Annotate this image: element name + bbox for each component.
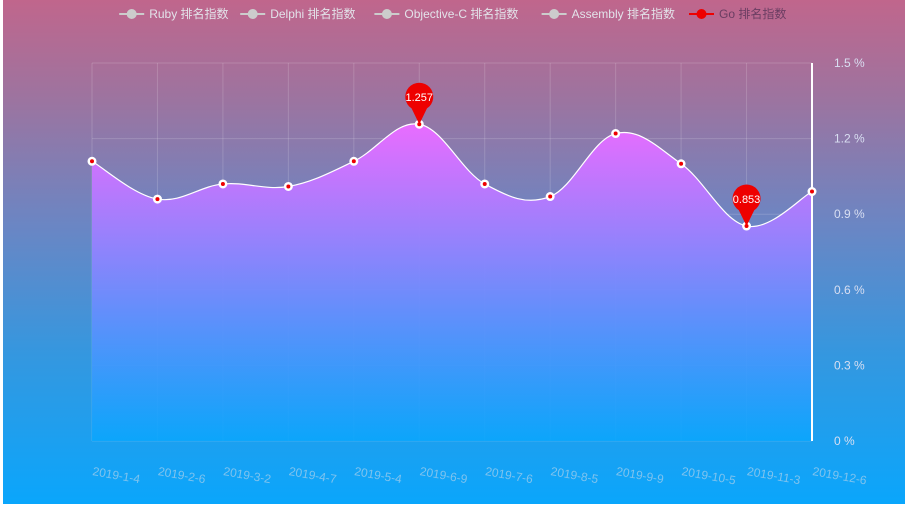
marker-pin-shape	[405, 82, 434, 125]
x-tick-label: 2019-12-6	[811, 464, 868, 487]
marker-pin-label: 1.257	[406, 92, 434, 104]
data-point-center	[90, 159, 94, 164]
legend-item[interactable]: Assembly 排名指数	[541, 6, 675, 21]
x-tick-label: 2019-6-9	[419, 464, 469, 486]
markers: 1.257 0.853	[405, 82, 761, 227]
data-point-center	[810, 189, 814, 194]
y-tick-label: 1.5 %	[834, 56, 865, 70]
legend-item[interactable]: Delphi 排名指数	[240, 6, 356, 21]
legend: Ruby 排名指数 Delphi 排名指数 Objective-C 排名指数 Asse…	[119, 6, 786, 21]
data-point-center	[679, 161, 684, 166]
legend-dot-icon	[126, 9, 137, 19]
legend-dot-icon	[696, 9, 707, 19]
x-tick-label: 2019-10-5	[681, 464, 738, 487]
chart-container: 0 % 0.3 % 0.6 % 0.9 % 1.2 % 1.5 % 2019-1-4 201…	[3, 0, 905, 504]
x-tick-label: 2019-1-4	[91, 464, 141, 486]
y-tick-label: 1.2 %	[834, 132, 865, 146]
data-points	[87, 119, 817, 231]
data-point-center	[351, 159, 356, 164]
legend-dot-icon	[247, 9, 258, 19]
y-tick-label: 0.3 %	[834, 358, 865, 372]
chart-svg: 0 %0.3 %0.6 %0.9 %1.2 %1.5 % 2019-1-4 201…	[87, 6, 868, 488]
x-tick-label: 2019-11-3	[746, 464, 802, 487]
legend-dot-icon	[549, 9, 560, 19]
legend-dot-icon	[381, 9, 392, 19]
legend-item[interactable]: Objective-C 排名指数	[374, 6, 518, 21]
x-tick-label: 2019-2-6	[157, 464, 207, 486]
legend-item[interactable]: Go 排名指数	[689, 6, 786, 21]
y-tick-label: 0.6 %	[834, 283, 865, 297]
marker-pin[interactable]: 1.257	[405, 82, 434, 125]
data-point-center	[220, 181, 225, 186]
y-tick-label: 0.9 %	[834, 207, 865, 221]
x-axis: 2019-1-4 2019-2-6 2019-3-2 2019-4-7 2019-5-4…	[91, 464, 868, 487]
x-tick-label: 2019-9-9	[615, 464, 665, 486]
data-point-center	[286, 184, 291, 189]
x-tick-label: 2019-3-2	[222, 464, 272, 486]
marker-pin-label: 0.853	[733, 194, 761, 206]
data-point-center	[613, 131, 618, 136]
x-tick-label: 2019-7-6	[484, 464, 534, 486]
marker-pin[interactable]: 0.853	[732, 184, 761, 227]
marker-pin-shape	[732, 184, 761, 227]
legend-item[interactable]: Ruby 排名指数	[119, 6, 229, 21]
legend-label: Assembly 排名指数	[572, 6, 675, 21]
data-point-center	[482, 181, 487, 186]
series-area-fill	[92, 123, 812, 441]
area-series	[91, 123, 813, 441]
x-tick-label: 2019-8-5	[550, 464, 600, 486]
data-point-center	[155, 197, 160, 202]
x-tick-label: 2019-5-4	[353, 464, 403, 486]
legend-label: Delphi 排名指数	[270, 6, 355, 21]
legend-label: Objective-C 排名指数	[404, 6, 518, 21]
legend-label: Go 排名指数	[719, 6, 786, 21]
y-tick-label: 0 %	[834, 434, 855, 448]
legend-label: Ruby 排名指数	[149, 6, 228, 21]
y-axis: 0 % 0.3 % 0.6 % 0.9 % 1.2 % 1.5 %	[811, 56, 865, 448]
x-tick-label: 2019-4-7	[288, 464, 338, 486]
data-point-center	[548, 194, 553, 199]
